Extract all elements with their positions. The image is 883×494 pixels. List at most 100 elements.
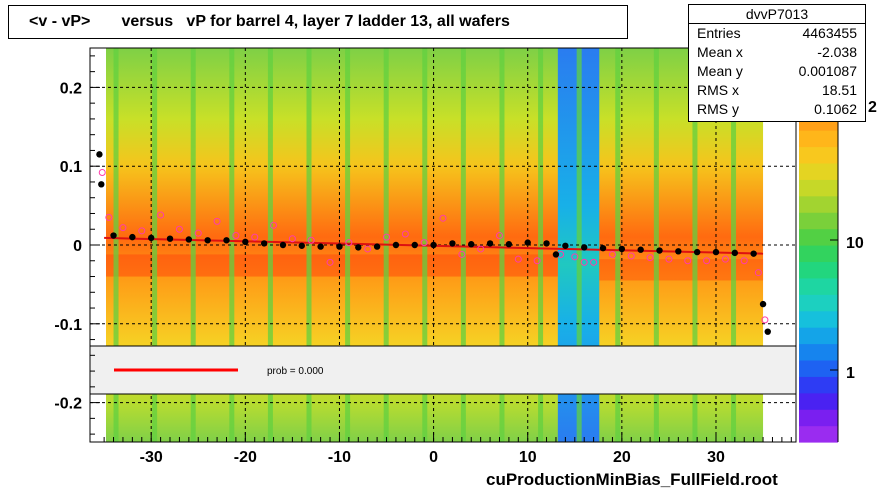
x-tick-label: -30 [140, 449, 163, 466]
colorbar-segment [799, 359, 838, 377]
colorbar-segment [799, 376, 838, 394]
profile-point-pink [703, 257, 711, 265]
y-tick-label: -0.1 [54, 317, 82, 334]
stats-label: Entries [697, 25, 741, 41]
profile-point-black [524, 239, 531, 246]
profile-point-pink [439, 214, 447, 222]
x-tick-label: -20 [234, 449, 257, 466]
colorbar-segment [799, 392, 838, 410]
profile-point-black [693, 248, 701, 256]
colorbar-segment [799, 245, 838, 263]
profile-point-pink [646, 254, 654, 262]
stats-row: RMS x 18.51 [689, 81, 865, 100]
profile-point-black [764, 328, 771, 335]
heatmap-stripe [499, 48, 505, 442]
profile-point-pink [401, 230, 409, 238]
profile-point-black [486, 240, 494, 247]
profile-point-black [223, 237, 230, 244]
heatmap-core [599, 259, 764, 281]
profile-point-black [96, 151, 103, 158]
profile-point-black [552, 251, 560, 258]
profile-point-black [731, 249, 739, 257]
colorbar-segment [799, 162, 838, 180]
profile-point-black [185, 236, 193, 243]
profile-point-pink [157, 211, 165, 219]
profile-point-pink [495, 232, 503, 240]
colorbar-label: 10 [846, 235, 864, 252]
profile-point-black [675, 248, 682, 255]
stats-label: RMS y [697, 101, 739, 117]
profile-point-pink [740, 257, 748, 265]
colorbar-segment [799, 179, 838, 197]
stats-row: Entries 4463455 [689, 24, 865, 43]
stats-row: Mean x -2.038 [689, 43, 865, 62]
colorbar-segment [799, 327, 838, 345]
stats-row: RMS y 0.1062 [689, 100, 865, 119]
profile-point-black [166, 235, 174, 242]
profile-point-black [562, 242, 569, 249]
profile-point-black [392, 241, 400, 249]
profile-point-pink [721, 255, 729, 263]
colorbar-segment [799, 212, 838, 230]
stats-value: 4463455 [802, 25, 857, 41]
profile-point-pink [533, 257, 541, 265]
profile-point-black [204, 237, 211, 244]
stats-value: 0.1062 [814, 101, 857, 117]
chart-title: <v - vP> versus vP for barrel 4, layer 7… [8, 5, 628, 39]
profile-point-black [449, 240, 456, 247]
stats-label: Mean x [697, 44, 743, 60]
profile-point-pink [138, 227, 146, 235]
profile-point-black [260, 240, 268, 247]
profile-point-pink [119, 224, 127, 232]
profile-point-black [637, 246, 644, 253]
x-tick-label: 0 [429, 449, 438, 466]
profile-point-pink [98, 169, 106, 177]
axes: -30 -20 -10 0 10 20 30 0.2 0.1 0 -0.1 -0.2 [54, 55, 792, 466]
profile-point-pink [590, 258, 598, 266]
profile-point-pink [627, 252, 635, 260]
colorbar-segment [799, 310, 838, 328]
profile-point-pink [105, 213, 113, 221]
colorbar-segment [799, 146, 838, 164]
colorbar-segment [799, 277, 838, 295]
profile-point-black [411, 241, 418, 249]
profile-point-black [242, 238, 249, 246]
profile-point-black [110, 232, 117, 239]
colorbar-segment [799, 130, 838, 148]
profile-point-pink [288, 235, 296, 243]
heatmap-stripe [306, 48, 312, 442]
profile-point-pink [514, 255, 522, 263]
y-tick-label: 0.2 [60, 80, 82, 97]
stats-value: 18.51 [821, 82, 857, 98]
profile-point-black [373, 243, 381, 250]
profile-point-pink [420, 239, 428, 247]
stats-value: -2.038 [817, 44, 857, 60]
profile-point-black [656, 247, 663, 254]
heatmap-stripe [576, 48, 582, 442]
y-tick-label: 0 [73, 238, 82, 255]
profile-point-black [581, 244, 588, 251]
profile-point-black [147, 234, 155, 242]
profile-point-black [129, 233, 136, 241]
y-tick-label: -0.2 [54, 396, 82, 413]
profile-point-black [336, 243, 343, 250]
profile-point-pink [270, 221, 278, 229]
legend-box: prob = 0.000 [89, 345, 797, 395]
y-tick-label: 0.1 [60, 159, 82, 176]
heatmap-stripe [152, 48, 158, 442]
profile-point-pink [194, 229, 202, 237]
grid-lines [90, 48, 796, 442]
stats-label: RMS x [697, 82, 739, 98]
profile-point-black [750, 250, 757, 257]
colorbar-label: 1 [846, 365, 855, 382]
stats-box: dvvP7013 Entries 4463455 Mean x -2.038 Mea… [688, 4, 866, 122]
legend-label: prob = 0.000 [267, 366, 324, 377]
profile-point-black [468, 241, 475, 248]
profile-point-pink [175, 225, 183, 233]
profile-point-black [543, 240, 550, 247]
profile-point-pink [580, 258, 588, 266]
profile-point-black [317, 243, 324, 250]
profile-point-pink [345, 239, 353, 247]
profile-point-pink [754, 269, 762, 277]
heatmap-core [106, 254, 558, 277]
